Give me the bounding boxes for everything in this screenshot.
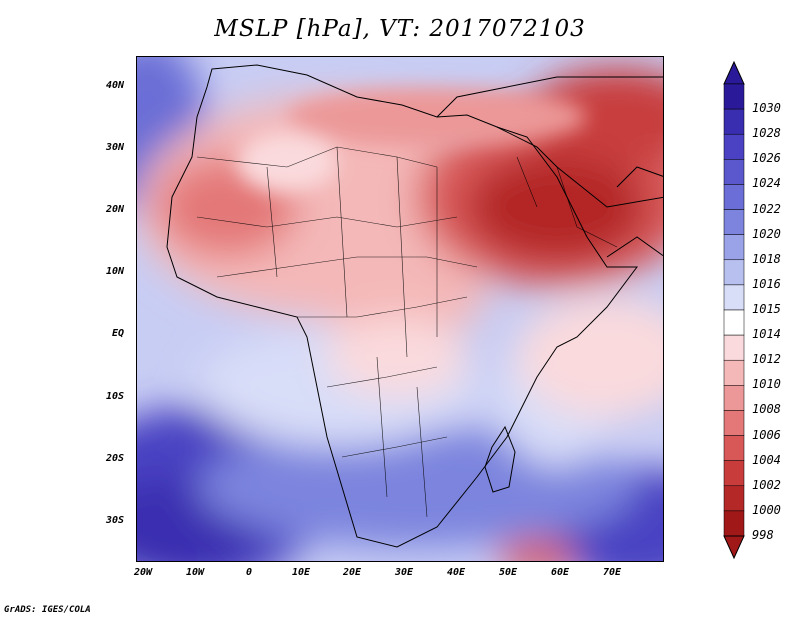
colorbar-swatch xyxy=(723,309,745,336)
pressure-field xyxy=(137,57,663,561)
footer-credit: GrADS: IGES/COLA xyxy=(4,605,91,615)
pressure-map xyxy=(136,56,664,562)
colorbar-swatch xyxy=(723,234,745,261)
colorbar-arrow-top xyxy=(723,60,745,85)
lat-label: 30S xyxy=(106,515,125,526)
colorbar-swatch xyxy=(723,133,745,160)
lat-label: 40N xyxy=(106,80,125,91)
lon-label: 40E xyxy=(447,567,466,578)
lat-label: EQ xyxy=(112,328,125,339)
colorbar-swatch xyxy=(723,334,745,361)
lon-label: 0 xyxy=(246,567,253,578)
colorbar-swatch xyxy=(723,485,745,512)
colorbar-swatch xyxy=(723,159,745,185)
colorbar-swatch xyxy=(723,385,745,411)
colorbar-swatch xyxy=(723,284,745,311)
lon-label: 60E xyxy=(551,567,570,578)
colorbar-tick-label: 1012 xyxy=(752,352,781,367)
colorbar-swatch xyxy=(723,108,745,135)
colorbar-tick-label: 1024 xyxy=(752,176,781,191)
colorbar-tick-label: 1030 xyxy=(752,101,781,116)
lon-label: 20E xyxy=(343,567,362,578)
colorbar-tick-label: 1020 xyxy=(752,226,781,241)
colorbar-svg xyxy=(723,60,745,560)
lon-label: 10E xyxy=(292,567,311,578)
colorbar-swatch xyxy=(723,435,745,461)
lat-label: 20N xyxy=(106,204,125,215)
lon-label: 50E xyxy=(499,567,518,578)
lon-label: 20W xyxy=(134,567,153,578)
borders xyxy=(196,146,618,518)
lat-label: 10N xyxy=(106,266,125,277)
colorbar-tick-label: 1008 xyxy=(752,402,781,417)
lat-label: 20S xyxy=(106,453,125,464)
colorbar-tick-label: 1026 xyxy=(752,151,781,166)
colorbar-swatch xyxy=(723,209,745,235)
colorbar-swatch xyxy=(723,460,745,487)
colorbar xyxy=(722,60,746,564)
lon-label: 10W xyxy=(186,567,205,578)
colorbar-tick-label: 1028 xyxy=(752,126,781,141)
colorbar-swatch xyxy=(723,410,745,436)
colorbar-tick-label: 1006 xyxy=(752,427,781,442)
colorbar-swatch xyxy=(723,184,745,210)
lat-label: 30N xyxy=(106,142,125,153)
lon-label: 70E xyxy=(603,567,622,578)
colorbar-tick-label: 998 xyxy=(752,528,774,542)
colorbar-tick-label: 1016 xyxy=(752,276,781,291)
map-svg xyxy=(137,57,663,561)
lat-label: 10S xyxy=(106,391,125,402)
colorbar-tick-label: 1015 xyxy=(752,302,781,316)
colorbar-tick-label: 1010 xyxy=(752,377,781,392)
colorbar-swatch xyxy=(723,83,745,110)
lon-label: 30E xyxy=(395,567,414,578)
colorbar-tick-label: 1022 xyxy=(752,201,781,216)
colorbar-tick-label: 1004 xyxy=(752,452,781,467)
colorbar-arrow-bottom xyxy=(723,535,745,560)
colorbar-tick-label: 1018 xyxy=(752,251,781,266)
colorbar-swatch xyxy=(723,359,745,386)
colorbar-swatch xyxy=(723,510,745,537)
map-title: MSLP [hPa], VT: 2017072103 xyxy=(214,16,586,42)
colorbar-tick-label: 1000 xyxy=(752,502,781,517)
colorbar-swatch xyxy=(723,259,745,286)
colorbar-tick-label: 1002 xyxy=(752,477,781,492)
colorbar-tick-label: 1014 xyxy=(752,327,781,342)
